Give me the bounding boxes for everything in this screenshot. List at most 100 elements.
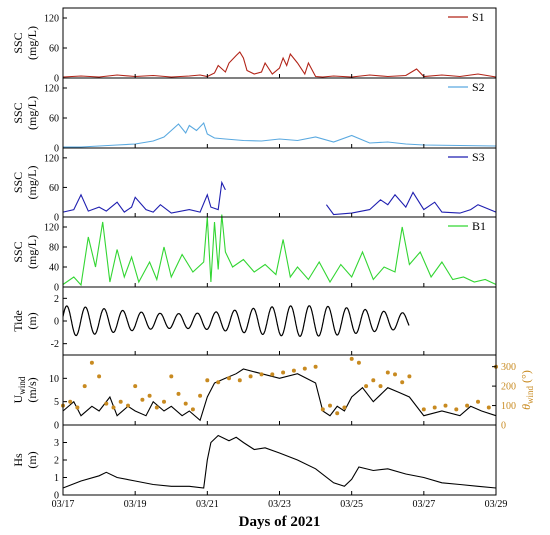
- y-tick-label: 120: [44, 14, 59, 25]
- x-tick-label: 03/29: [485, 499, 508, 510]
- wind-direction-point: [248, 374, 253, 379]
- x-tick-label: 03/23: [268, 499, 291, 510]
- y-tick-label: 120: [44, 223, 59, 234]
- wind-direction-point: [82, 384, 87, 389]
- y-axis-unit: (mg/L): [25, 96, 39, 130]
- wind-direction-point: [190, 407, 195, 412]
- wind-direction-point: [356, 360, 361, 365]
- panel-frame: [62, 424, 497, 496]
- y-tick-label: 3: [54, 438, 59, 449]
- wind-direction-point: [393, 372, 397, 377]
- y-axis-label: Hs: [11, 453, 25, 467]
- y-axis-unit: (m/s): [25, 377, 39, 402]
- y-tick-label: -2: [51, 339, 59, 350]
- y-axis-unit: (mg/L): [25, 235, 39, 269]
- wind-direction-point: [75, 405, 80, 410]
- wind-direction-point: [371, 378, 376, 383]
- x-tick-label: 03/19: [124, 499, 147, 510]
- wind-direction-point: [432, 405, 437, 410]
- y-axis-unit: (m): [25, 451, 39, 468]
- y-tick-label: 60: [49, 114, 59, 125]
- y-tick-label: 80: [49, 243, 59, 254]
- series-line-s1: [62, 51, 497, 78]
- wind-direction-point: [162, 399, 166, 404]
- wind-direction-point: [281, 370, 286, 375]
- y-tick-label: 0: [54, 74, 59, 85]
- x-axis-label: Days of 2021: [239, 514, 321, 530]
- panel-s1: 0 60 120 SSC (mg/L) S1: [11, 7, 497, 85]
- y-tick-label: 2: [54, 456, 59, 467]
- y-tick-label: 0: [54, 421, 59, 432]
- wind-direction-point: [169, 374, 174, 379]
- y-tick-label: 60: [49, 183, 59, 194]
- y-tick-label: 10: [49, 374, 59, 385]
- wind-direction-point: [313, 364, 318, 369]
- right-y-tick-label: 0: [501, 421, 506, 432]
- right-y-tick-label: 300: [501, 362, 516, 373]
- y-axis-label: Tide: [11, 310, 25, 332]
- wind-direction-point: [421, 407, 426, 412]
- wind-direction-point: [104, 401, 109, 406]
- wind-direction-point: [97, 374, 102, 379]
- y-tick-label: 0: [54, 213, 59, 224]
- y-tick-label: 120: [44, 84, 59, 95]
- wind-direction-point: [378, 384, 383, 389]
- legend-label: S2: [472, 80, 485, 94]
- tide-line: [62, 305, 410, 337]
- y-axis-label: SSC: [11, 32, 25, 53]
- wind-direction-point: [259, 372, 264, 377]
- y-tick-label: 120: [44, 153, 59, 164]
- wind-direction-point: [335, 411, 340, 416]
- wind-direction-point: [302, 366, 307, 371]
- y-axis-unit: (mg/L): [25, 26, 39, 60]
- y-axis-unit: (mg/L): [25, 166, 39, 200]
- x-tick-label: 03/17: [52, 499, 75, 510]
- y-tick-label: 2: [54, 294, 59, 305]
- wind-direction-point: [291, 368, 296, 373]
- legend-label: S3: [472, 150, 485, 164]
- panel-frame: [62, 147, 497, 218]
- wind-direction-point: [205, 378, 210, 383]
- y-tick-label: 60: [49, 44, 59, 55]
- right-y-tick-label: 100: [501, 401, 516, 412]
- wind-direction-point: [68, 399, 73, 404]
- y-tick-label: 0: [54, 144, 59, 155]
- y-axis-label: SSC: [11, 172, 25, 193]
- panel-b1: 0 40 80 120 SSC (mg/L) B1: [11, 214, 497, 294]
- wind-direction-point: [111, 405, 116, 410]
- x-tick-label: 03/27: [412, 499, 435, 510]
- series-line-wind: [62, 368, 497, 422]
- wind-direction-point: [342, 405, 347, 410]
- y-tick-label: 0: [54, 491, 59, 502]
- y-axis-label: SSC: [11, 241, 25, 262]
- y-tick-label: 0: [54, 283, 59, 294]
- wind-direction-point: [198, 393, 203, 398]
- series-line-b1: [62, 214, 497, 287]
- series-line-s2: [63, 121, 497, 148]
- wind-direction-point: [364, 384, 369, 389]
- panel-s3: 0 60 120 SSC (mg/L) S3: [11, 147, 497, 224]
- wind-direction-point: [126, 403, 130, 408]
- wind-direction-point: [140, 397, 145, 402]
- wind-direction-point: [465, 403, 470, 408]
- wind-direction-point: [454, 407, 459, 412]
- y-tick-label: 0: [54, 317, 59, 328]
- wind-direction-point: [407, 374, 412, 379]
- right-y-axis-label: θwind (°): [519, 370, 535, 410]
- x-tick-label: 03/21: [196, 499, 219, 510]
- wind-direction-point: [237, 378, 242, 383]
- wind-direction-point: [385, 370, 390, 375]
- y-axis-label: Uwind: [11, 376, 27, 403]
- panel-hs: 0 1 2 3 Hs (m): [11, 424, 497, 502]
- wind-direction-point: [147, 393, 152, 398]
- wind-direction-point: [320, 407, 325, 412]
- series-line-hs: [62, 434, 497, 489]
- wind-direction-point: [270, 372, 275, 377]
- wind-direction-point: [176, 391, 181, 396]
- series-line-s3: [62, 180, 497, 216]
- panel-frame: [62, 354, 497, 426]
- legend-label: S1: [472, 10, 485, 24]
